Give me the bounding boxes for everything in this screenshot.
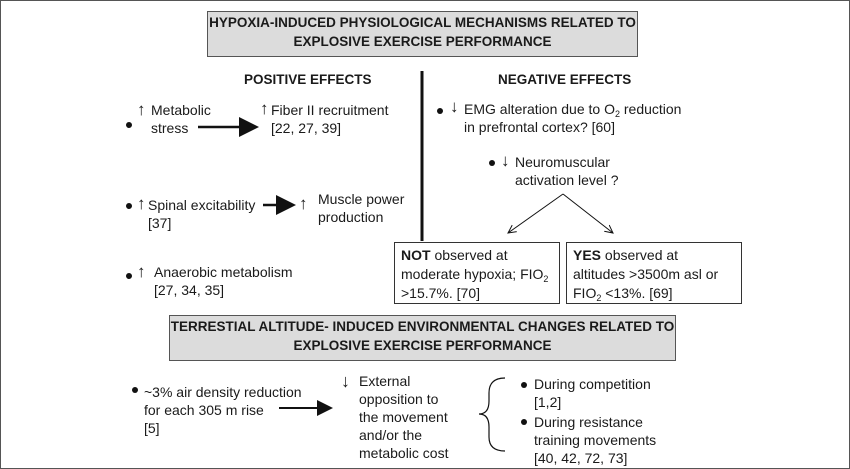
spinal-line2: [37] <box>148 215 172 231</box>
bullet-competition <box>521 382 527 388</box>
arrow-split-right <box>562 193 613 233</box>
neuro-line2: activation level ? <box>515 172 619 188</box>
curly-brace <box>478 377 506 452</box>
top-title-line1: HYPOXIA-INDUCED PHYSIOLOGICAL MECHANISMS… <box>209 15 636 30</box>
emg-line2: in prefrontal cortex? [60] <box>464 119 615 135</box>
opposition-line5: metabolic cost <box>359 445 449 461</box>
down-arrow-icon: ↓ <box>341 371 350 391</box>
not-observed-box: NOT observed at moderate hypoxia; FIO2 >… <box>394 242 560 304</box>
muscle-line2: production <box>318 209 384 225</box>
anaerobic-line1: Anaerobic metabolism <box>154 264 293 280</box>
air-line1: ~3% air density reduction <box>144 384 302 400</box>
spinal-line1: Spinal excitability <box>148 197 256 213</box>
air-line3: [5] <box>144 420 160 436</box>
up-arrow-icon: ↑ <box>299 194 308 213</box>
up-arrow-icon: ↑ <box>137 100 146 119</box>
bullet-resistance <box>521 419 527 425</box>
top-title-line2: EXPLOSIVE EXERCISE PERFORMANCE <box>293 34 552 49</box>
fiber-line2: [22, 27, 39] <box>271 120 342 136</box>
competition-line1: During competition <box>534 376 651 392</box>
muscle-line1: Muscle power <box>318 191 405 207</box>
opposition-line4: and/or the <box>359 427 423 443</box>
up-arrow-icon: ↑ <box>137 262 146 281</box>
emg-line1: EMG alteration due to O2 reduction <box>464 101 682 119</box>
resistance-line1: During resistance <box>534 414 643 430</box>
air-line2: for each 305 m rise <box>144 402 264 418</box>
up-arrow-icon: ↑ <box>260 99 269 118</box>
down-arrow-icon: ↓ <box>450 97 459 116</box>
bottom-title-box: TERRESTIAL ALTITUDE- INDUCED ENVIRONMENT… <box>169 315 676 361</box>
arrow-split-left <box>508 193 564 233</box>
bottom-title-line1: TERRESTIAL ALTITUDE- INDUCED ENVIRONMENT… <box>170 319 675 334</box>
bullet-metabolic <box>126 122 132 128</box>
yes-observed-box: YES observed at altitudes >3500m asl or … <box>566 242 742 304</box>
neuro-line1: Neuromuscular <box>515 154 610 170</box>
up-arrow-icon: ↑ <box>137 194 146 213</box>
anaerobic-line2: [27, 34, 35] <box>154 282 225 298</box>
resistance-line2: training movements <box>534 432 657 448</box>
opposition-line3: the movement <box>359 409 448 425</box>
bullet-spinal <box>126 203 132 209</box>
down-arrow-icon: ↓ <box>501 151 510 170</box>
negative-effects-heading: NEGATIVE EFFECTS <box>498 72 632 87</box>
competition-line2: [1,2] <box>534 394 562 410</box>
metabolic-line1: Metabolic <box>151 102 211 118</box>
bullet-neuromuscular <box>489 160 495 166</box>
fiber-line1: Fiber II recruitment <box>271 102 389 118</box>
bullet-air-density <box>132 387 138 393</box>
opposition-line1: External <box>359 373 411 389</box>
bottom-title-line2: EXPLOSIVE EXERCISE PERFORMANCE <box>293 338 552 353</box>
metabolic-line2: stress <box>151 120 189 136</box>
resistance-line3: [40, 42, 72, 73] <box>534 450 628 466</box>
positive-effects-heading: POSITIVE EFFECTS <box>244 72 372 87</box>
opposition-line2: opposition to <box>359 391 439 407</box>
bullet-anaerobic <box>126 273 132 279</box>
top-title-box: HYPOXIA-INDUCED PHYSIOLOGICAL MECHANISMS… <box>207 11 638 57</box>
bullet-emg <box>437 108 443 114</box>
